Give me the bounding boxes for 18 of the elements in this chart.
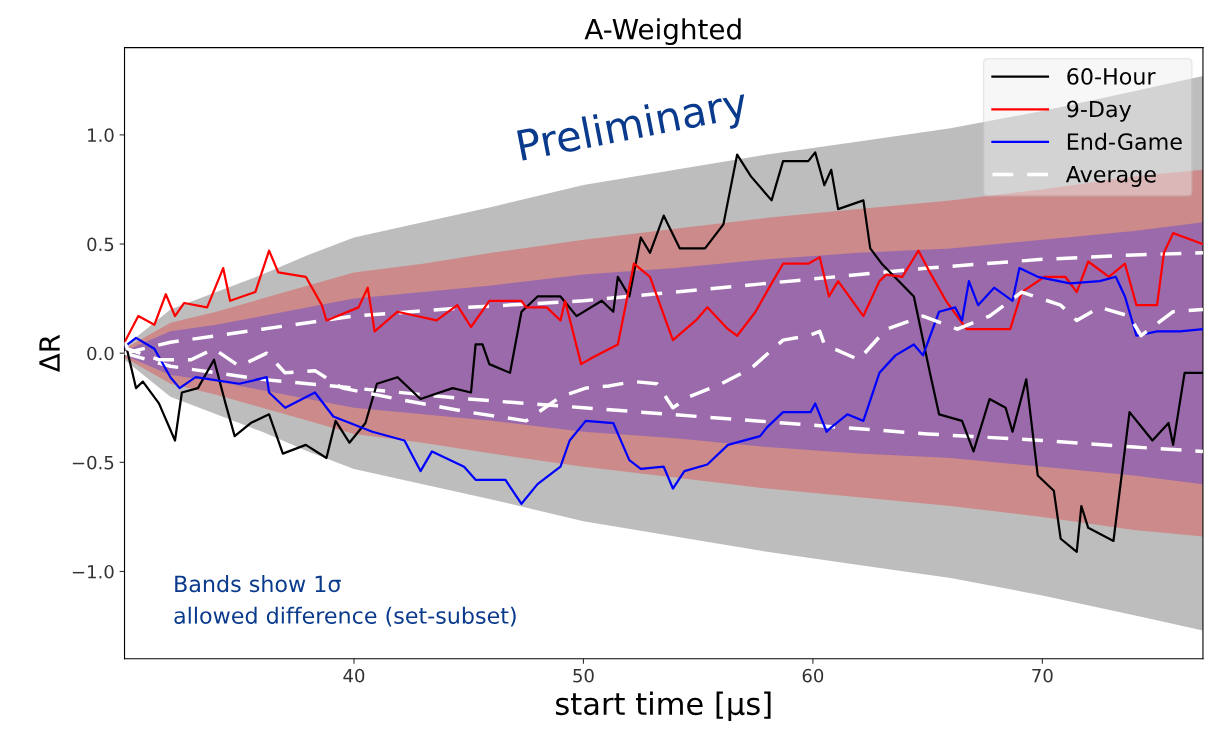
y-tick-label: 1.0	[88, 128, 114, 143]
x-tick-label: 60	[802, 668, 824, 683]
legend-label: 60-Hour	[1067, 67, 1156, 85]
y-tick-label: 0.0	[87, 346, 114, 361]
x-tick-label: 40	[343, 668, 365, 683]
legend-label: End-Game	[1067, 132, 1182, 151]
y-tick-label: −0.5	[72, 455, 114, 470]
x-tick-label: 70	[1032, 668, 1053, 683]
y-axis-title: ΔR	[39, 334, 60, 373]
y-tick-label: −1.0	[72, 564, 114, 579]
legend-label: Average	[1065, 166, 1156, 187]
annotation: Preliminary	[516, 85, 751, 170]
annotation: Bands show 1σ allowed difference (set-subset)	[174, 575, 516, 627]
chart-title: A-Weighted	[584, 18, 741, 46]
x-tick-label: 50	[573, 668, 594, 683]
legend-label: 9-Day	[1067, 100, 1132, 122]
x-axis-title: start time [μs]	[555, 691, 771, 722]
y-tick-label: 0.5	[87, 237, 114, 252]
